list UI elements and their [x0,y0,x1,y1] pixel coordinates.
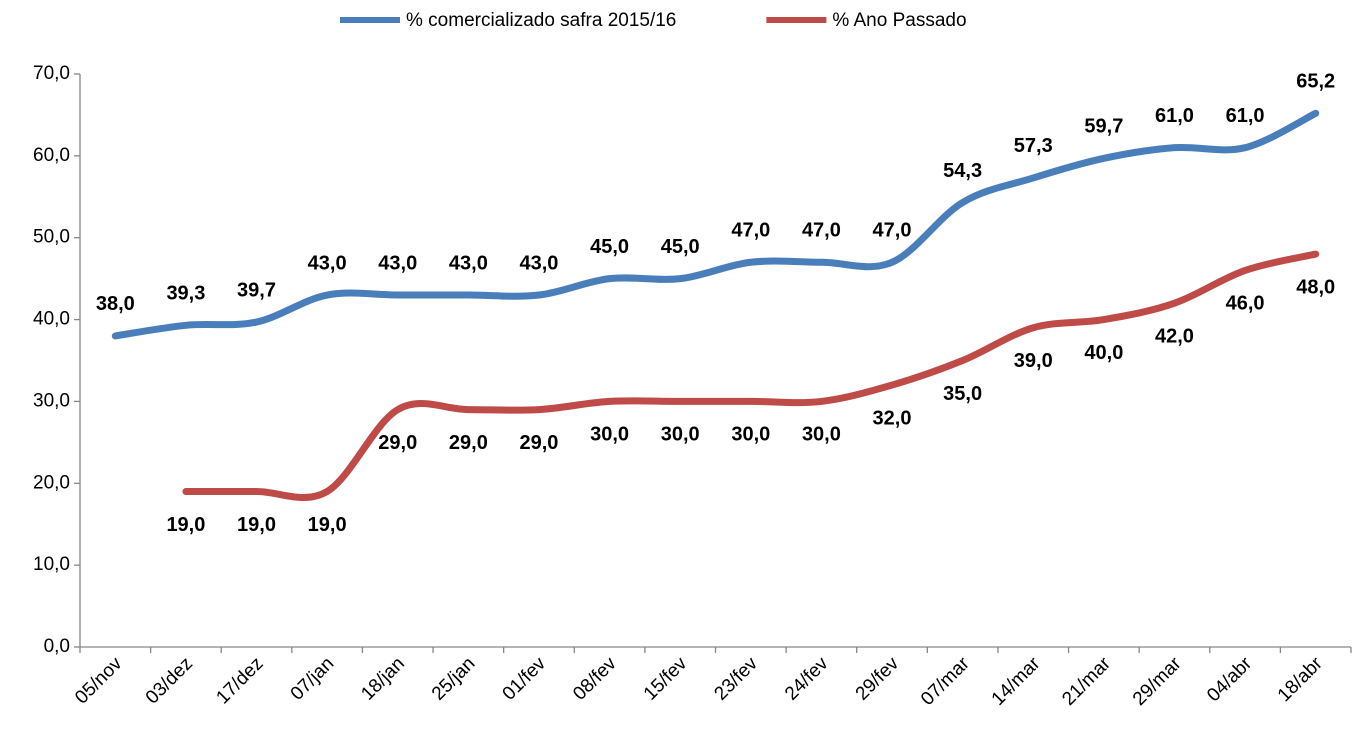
data-label: 43,0 [308,252,347,274]
data-label: 30,0 [661,424,700,446]
x-tick-label: 07/mar [917,653,974,710]
y-tick-label: 40,0 [33,309,70,330]
y-tick-label: 30,0 [33,390,70,411]
x-tick-label: 14/mar [988,653,1045,710]
data-label: 46,0 [1226,293,1265,315]
data-label: 42,0 [1155,325,1194,347]
series-line [111,109,1320,340]
x-tick-label: 24/fev [781,653,833,705]
legend-label: % comercializado safra 2015/16 [406,10,676,31]
x-tick-label: 29/mar [1129,653,1186,710]
data-label: 65,2 [1296,71,1335,93]
data-label: 29,0 [378,432,417,454]
data-label: 39,3 [166,283,205,305]
x-tick-label: 07/jan [287,653,338,704]
data-label: 57,3 [1014,135,1053,157]
x-tick-label: 25/jan [428,653,479,704]
data-label: 38,0 [96,293,135,315]
x-tick-label: 04/abr [1203,653,1256,706]
data-label: 45,0 [661,236,700,258]
y-tick-label: 70,0 [33,63,70,84]
data-label: 30,0 [590,424,629,446]
data-label: 59,7 [1084,116,1123,138]
y-tick-label: 60,0 [33,145,70,166]
y-tick-label: 10,0 [33,554,70,575]
data-label: 45,0 [590,236,629,258]
data-label: 39,7 [237,279,276,301]
data-label: 40,0 [1084,342,1123,364]
series-line [182,250,1320,502]
data-label: 35,0 [943,383,982,405]
data-label: 61,0 [1226,105,1265,127]
data-label: 43,0 [449,252,488,274]
y-tick-label: 50,0 [33,227,70,248]
data-label: 19,0 [237,514,276,536]
y-tick-label: 20,0 [33,472,70,493]
data-label: 43,0 [520,252,559,274]
data-label: 19,0 [166,514,205,536]
data-label: 47,0 [873,220,912,242]
data-label: 54,3 [943,160,982,182]
data-label: 29,0 [520,432,559,454]
x-tick-label: 08/fev [569,653,621,705]
data-label: 39,0 [1014,350,1053,372]
data-label: 30,0 [802,424,841,446]
data-label: 32,0 [873,407,912,429]
y-tick-label: 0,0 [44,636,70,657]
x-tick-label: 29/fev [852,653,904,705]
x-tick-label: 15/fev [640,653,692,705]
data-label: 43,0 [378,252,417,274]
x-tick-label: 05/nov [71,653,127,709]
data-label: 29,0 [449,432,488,454]
data-label: 48,0 [1296,276,1335,298]
data-label: 30,0 [731,424,770,446]
data-label: 47,0 [731,220,770,242]
x-tick-label: 18/jan [357,653,408,704]
x-tick-label: 18/abr [1274,653,1327,706]
data-label: 19,0 [308,514,347,536]
x-tick-label: 01/fev [499,653,551,705]
legend-label: % Ano Passado [832,10,966,31]
x-tick-label: 23/fev [710,653,762,705]
data-label: 47,0 [802,220,841,242]
data-label: 61,0 [1155,105,1194,127]
x-tick-label: 17/dez [212,653,267,708]
x-tick-label: 03/dez [142,653,197,708]
x-tick-label: 21/mar [1058,653,1115,710]
